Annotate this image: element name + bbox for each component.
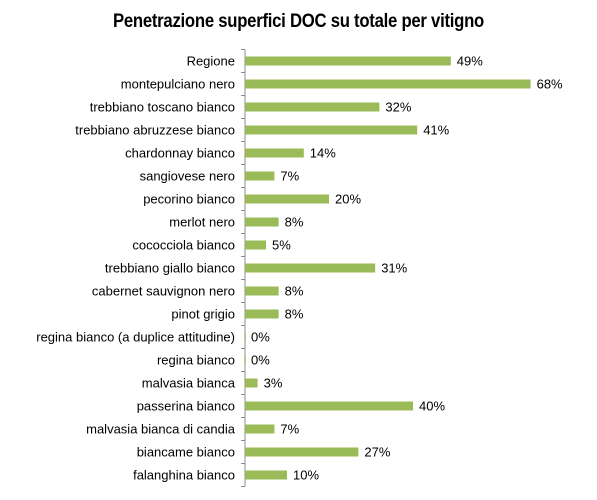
bar: [245, 102, 380, 112]
data-label: 5%: [272, 238, 291, 253]
category-label: sangiovese nero: [140, 169, 235, 184]
bar: [245, 424, 275, 434]
data-label: 8%: [285, 215, 304, 230]
data-label: 7%: [280, 169, 299, 184]
category-label: montepulciano nero: [121, 77, 235, 92]
bar: [245, 125, 418, 135]
category-label: biancame bianco: [137, 445, 235, 460]
data-label: 0%: [251, 353, 270, 368]
data-label: 31%: [381, 261, 407, 276]
bar: [245, 447, 359, 457]
chart-title: Penetrazione superfici DOC su totale per…: [112, 11, 485, 32]
data-label: 8%: [285, 307, 304, 322]
data-label: 41%: [423, 123, 449, 138]
bar: [245, 240, 266, 250]
category-label: trebbiano toscano bianco: [90, 100, 235, 115]
category-label: passerina bianco: [137, 399, 235, 414]
data-label: 27%: [364, 445, 390, 460]
category-label: merlot nero: [169, 215, 235, 230]
data-label: 7%: [280, 422, 299, 437]
category-label: cabernet sauvignon nero: [92, 284, 235, 299]
data-label: 14%: [310, 146, 336, 161]
bar: [245, 332, 246, 342]
category-label: trebbiano abruzzese bianco: [75, 123, 235, 138]
data-label: 3%: [264, 376, 283, 391]
category-label: regina bianco (a duplice attitudine): [36, 330, 235, 345]
data-label: 20%: [335, 192, 361, 207]
bar: [245, 263, 376, 273]
data-label: 32%: [385, 100, 411, 115]
category-label: regina bianco: [157, 353, 235, 368]
bar: [245, 171, 275, 181]
data-label: 0%: [251, 330, 270, 345]
data-label: 10%: [293, 468, 319, 483]
bar: [245, 56, 451, 66]
bar: [245, 79, 531, 89]
bar: [245, 309, 279, 319]
category-label: falanghina bianco: [133, 468, 235, 483]
bar: [245, 217, 279, 227]
category-label: malvasia bianca di candia: [86, 422, 236, 437]
data-label: 68%: [537, 77, 563, 92]
bar: [245, 194, 329, 204]
data-label: 49%: [457, 54, 483, 69]
bar: [245, 355, 246, 365]
bar: [245, 378, 258, 388]
bar: [245, 286, 279, 296]
data-label: 8%: [285, 284, 304, 299]
bar: [245, 470, 287, 480]
category-label: pinot grigio: [171, 307, 235, 322]
category-label: cococciola bianco: [132, 238, 235, 253]
category-label: pecorino bianco: [143, 192, 235, 207]
category-label: trebbiano giallo bianco: [105, 261, 235, 276]
category-label: chardonnay bianco: [125, 146, 235, 161]
category-label: Regione: [187, 54, 235, 69]
data-label: 40%: [419, 399, 445, 414]
category-label: malvasia bianca: [142, 376, 236, 391]
bar: [245, 401, 413, 411]
bar: [245, 148, 304, 158]
